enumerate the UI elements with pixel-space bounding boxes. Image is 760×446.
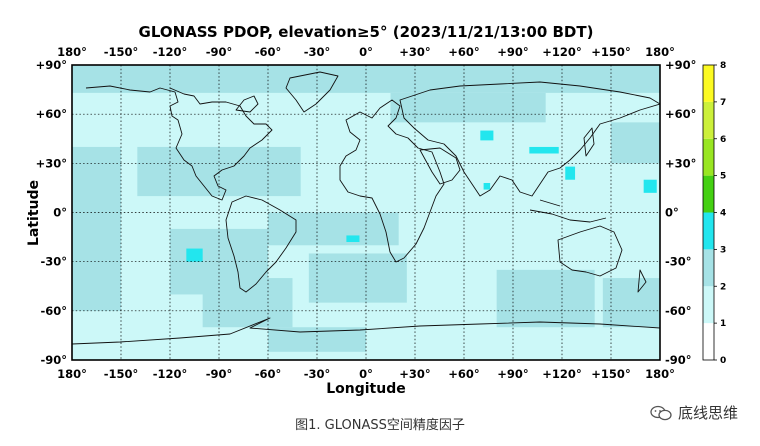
x-tick-label: +60° <box>448 367 479 381</box>
colorbar-band <box>703 323 714 360</box>
pdop-region <box>346 235 360 242</box>
y-tick-label: -60° <box>40 304 67 318</box>
y-ticks-left: +90° +60° +30° 0° -30° -60° -90° <box>36 58 67 367</box>
colorbar-tick-label: 0 <box>720 356 726 366</box>
y-tick-label: +60° <box>665 107 696 121</box>
y-tick-label: +60° <box>36 107 67 121</box>
x-tick-label: -90° <box>206 45 233 59</box>
x-tick-label: +60° <box>448 45 479 59</box>
y-tick-label: +90° <box>36 58 67 72</box>
y-tick-label: 0° <box>53 206 67 220</box>
x-tick-label: +120° <box>542 45 581 59</box>
x-tick-label: 180° <box>645 367 675 381</box>
pdop-region <box>529 146 559 154</box>
pdop-region <box>72 146 121 311</box>
x-axis-label: Longitude <box>326 381 406 397</box>
x-tick-label: +90° <box>497 367 528 381</box>
x-tick-label: -150° <box>104 45 139 59</box>
colorbar-tick-label: 8 <box>720 61 726 71</box>
x-tick-label: -30° <box>304 367 331 381</box>
pdop-region <box>496 269 595 328</box>
colorbar-tick-label: 4 <box>720 209 726 219</box>
pdop-map-chart: GLONASS PDOP, elevation≥5° (2023/11/21/1… <box>26 23 726 397</box>
wechat-icon <box>650 405 672 420</box>
watermark-text: 底线思维 <box>677 404 738 422</box>
x-tick-label: -90° <box>206 367 233 381</box>
x-tick-label: -120° <box>153 367 188 381</box>
x-tick-label: +90° <box>497 45 528 59</box>
pdop-region <box>565 166 576 180</box>
colorbar-tick-label: 7 <box>720 98 726 108</box>
colorbar-tick-label: 1 <box>720 319 726 329</box>
colorbar-band <box>703 249 714 287</box>
coastlines <box>72 71 660 345</box>
x-tick-label: +30° <box>399 45 430 59</box>
x-tick-label: +150° <box>591 45 630 59</box>
x-tick-label: 0° <box>359 367 373 381</box>
pdop-region <box>643 179 657 193</box>
figure-caption: 图1. GLONASS空间精度因子 <box>295 418 465 433</box>
pdop-region <box>611 122 660 164</box>
pdop-region <box>483 183 491 190</box>
map-frame <box>71 64 661 361</box>
y-tick-label: +90° <box>665 58 696 72</box>
y-tick-label: -30° <box>665 255 692 269</box>
colorbar-band <box>703 212 714 250</box>
chart-title: GLONASS PDOP, elevation≥5° (2023/11/21/1… <box>139 23 594 41</box>
colorbar-tick-label: 3 <box>720 245 726 255</box>
colorbar-tick-label: 6 <box>720 135 726 145</box>
pdop-region <box>390 92 546 123</box>
x-tick-label: -60° <box>255 45 282 59</box>
colorbar-band <box>703 101 714 139</box>
y-tick-label: -90° <box>665 353 692 367</box>
x-tick-label: +120° <box>542 367 581 381</box>
x-tick-label: 180° <box>57 45 87 59</box>
pdop-region <box>602 278 660 328</box>
colorbar-band <box>703 65 714 102</box>
gridlines <box>72 65 660 360</box>
y-tick-label: -90° <box>40 353 67 367</box>
y-tick-label: -60° <box>665 304 692 318</box>
y-tick-label: +30° <box>665 156 696 170</box>
x-ticks-top: 180° -150° -120° -90° -60° -30° 0° +30° +60° +90°… <box>57 45 675 59</box>
x-tick-label: -120° <box>153 45 188 59</box>
y-tick-label: 0° <box>665 206 679 220</box>
x-tick-label: 180° <box>645 45 675 59</box>
pdop-region <box>186 248 203 262</box>
watermark: 底线思维 <box>650 402 738 423</box>
y-tick-label: +30° <box>36 156 67 170</box>
pdop-region <box>268 212 399 246</box>
pdop-region <box>202 278 293 328</box>
y-ticks-right: +90° +60° +30° 0° -30° -60° -90° <box>665 58 696 367</box>
colorbar-band <box>703 286 714 324</box>
colorbar-tick-label: 2 <box>720 282 726 292</box>
x-tick-label: -150° <box>104 367 139 381</box>
colorbar-tick-label: 5 <box>720 172 726 182</box>
x-ticks-bottom: 180° -150° -120° -90° -60° -30° 0° +30° +60° +90°… <box>57 367 675 381</box>
colorbar: 0 1 2 3 4 5 6 7 8 <box>702 61 726 366</box>
x-tick-label: +150° <box>591 367 630 381</box>
pdop-region <box>480 130 494 141</box>
y-axis-label: Latitude <box>26 180 42 246</box>
y-tick-label: -30° <box>40 255 67 269</box>
colorbar-band <box>703 175 714 213</box>
pdop-region <box>308 253 407 303</box>
x-tick-label: +30° <box>399 367 430 381</box>
x-tick-label: 0° <box>359 45 373 59</box>
colorbar-band <box>703 138 714 176</box>
x-tick-label: 180° <box>57 367 87 381</box>
x-tick-label: -30° <box>304 45 331 59</box>
x-tick-label: -60° <box>255 367 282 381</box>
